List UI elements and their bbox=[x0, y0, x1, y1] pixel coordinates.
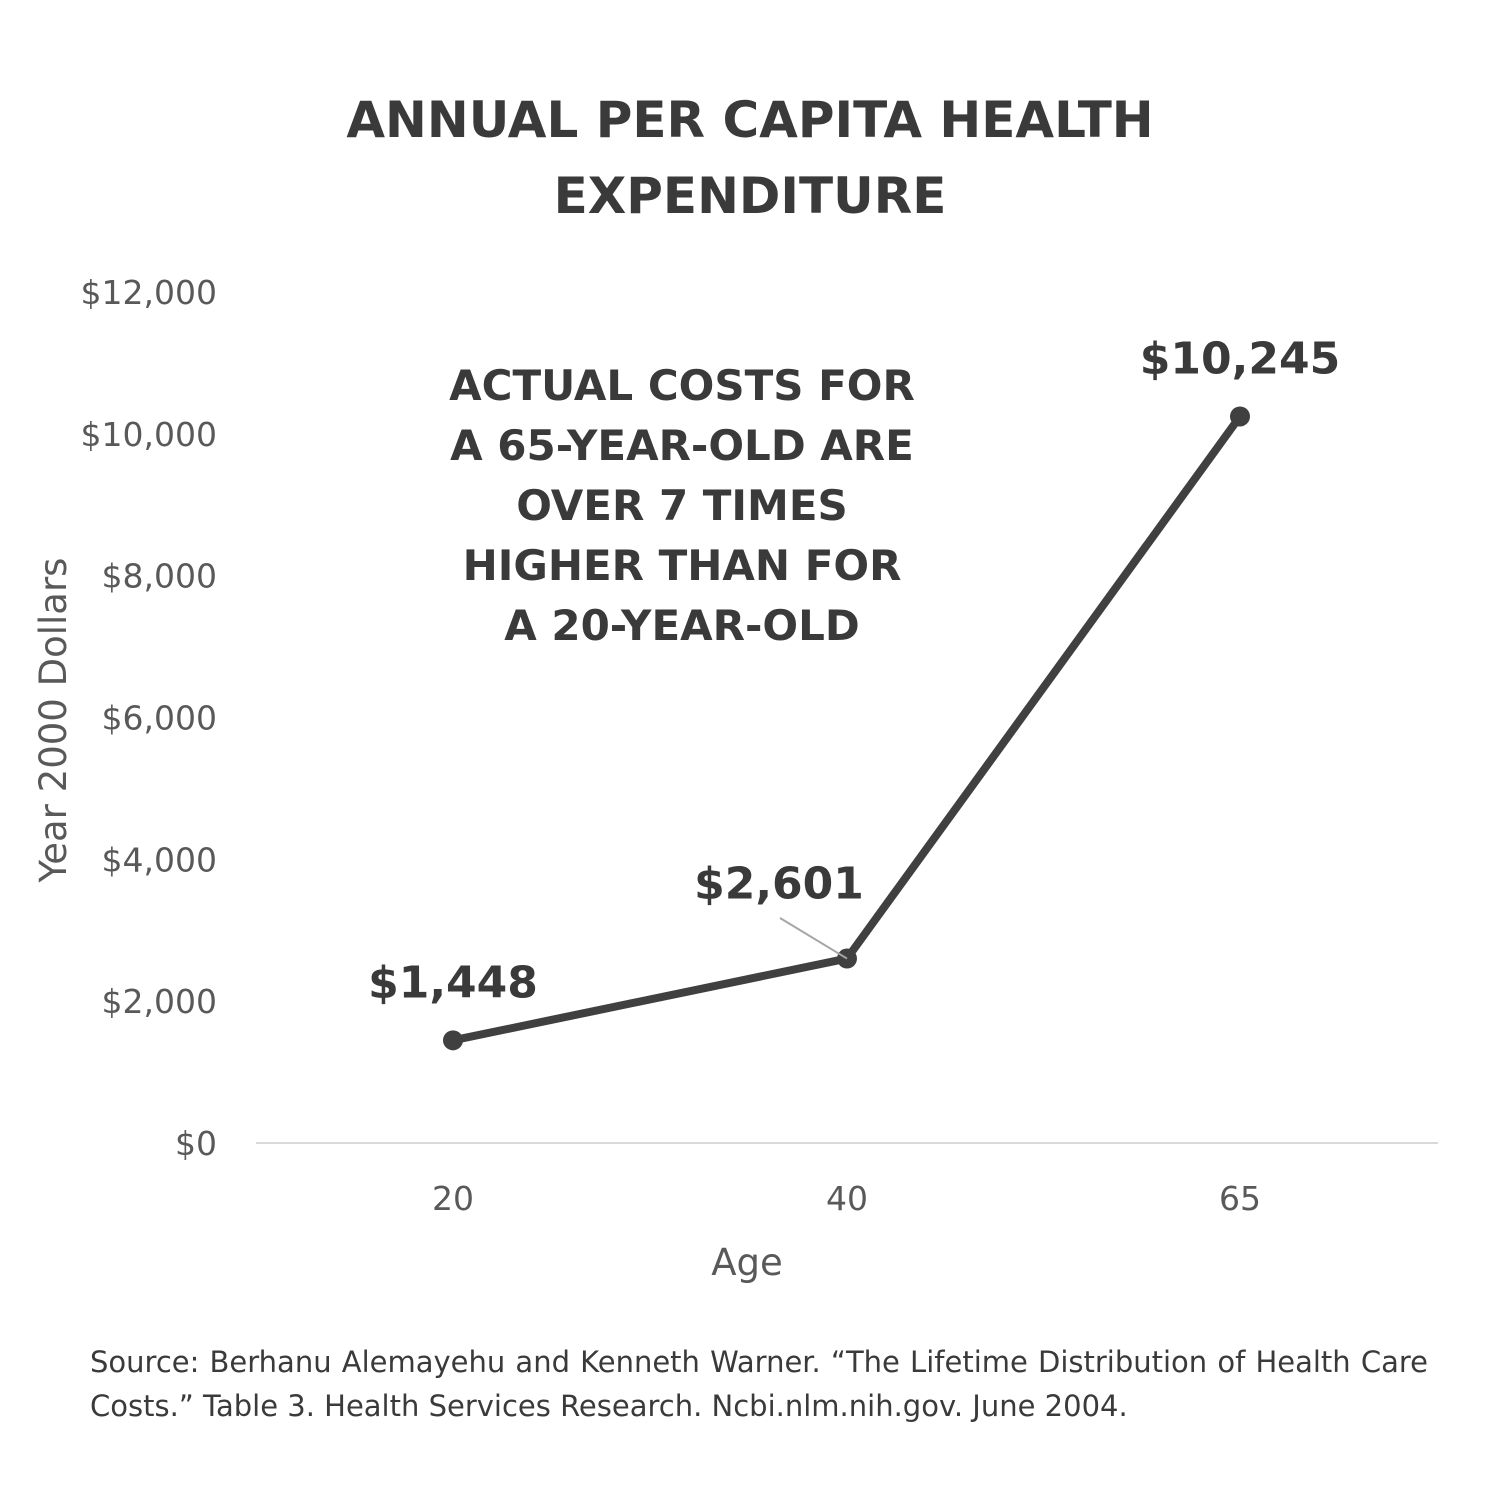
data-labels: $1,448 $2,601 $10,245 bbox=[368, 333, 1340, 1008]
data-label: $1,448 bbox=[368, 957, 538, 1008]
data-label-leader-line bbox=[779, 917, 848, 960]
annotation-line-4: HIGHER THAN FOR bbox=[463, 541, 902, 590]
x-tick-label: 20 bbox=[432, 1179, 474, 1218]
annotation-line-2: A 65-YEAR-OLD ARE bbox=[450, 421, 914, 470]
chart-title: ANNUAL PER CAPITA HEALTH EXPENDITURE bbox=[346, 91, 1153, 225]
annotation-line-5: A 20-YEAR-OLD bbox=[504, 601, 860, 650]
data-point bbox=[443, 1030, 463, 1051]
annotation-line-3: OVER 7 TIMES bbox=[516, 481, 848, 530]
x-tick-label: 40 bbox=[826, 1179, 868, 1218]
y-tick-label: $12,000 bbox=[81, 273, 217, 312]
chart-annotation: ACTUAL COSTS FOR A 65-YEAR-OLD ARE OVER … bbox=[449, 361, 915, 650]
y-tick-label: $6,000 bbox=[102, 699, 217, 738]
annotation-line-1: ACTUAL COSTS FOR bbox=[449, 361, 915, 410]
x-tick-label: 65 bbox=[1219, 1179, 1261, 1218]
y-tick-label: $0 bbox=[175, 1124, 217, 1163]
chart-title-line-2: EXPENDITURE bbox=[554, 167, 947, 225]
data-label: $10,245 bbox=[1140, 333, 1340, 384]
data-label: $2,601 bbox=[694, 859, 864, 910]
source-note: Source: Berhanu Alemayehu and Kenneth Wa… bbox=[90, 1345, 1428, 1423]
y-tick-label: $8,000 bbox=[102, 557, 217, 596]
y-tick-label: $10,000 bbox=[81, 415, 217, 454]
x-axis-ticks: 20 40 65 bbox=[432, 1179, 1261, 1218]
y-tick-label: $4,000 bbox=[102, 840, 217, 879]
data-point bbox=[1230, 406, 1250, 427]
x-axis-label: Age bbox=[711, 1241, 783, 1284]
y-axis-label: Year 2000 Dollars bbox=[32, 558, 75, 884]
y-axis-ticks: $0 $2,000 $4,000 $6,000 $8,000 $10,000 $12,000 bbox=[81, 273, 217, 1163]
chart-title-line-1: ANNUAL PER CAPITA HEALTH bbox=[346, 91, 1153, 149]
y-tick-label: $2,000 bbox=[102, 982, 217, 1021]
